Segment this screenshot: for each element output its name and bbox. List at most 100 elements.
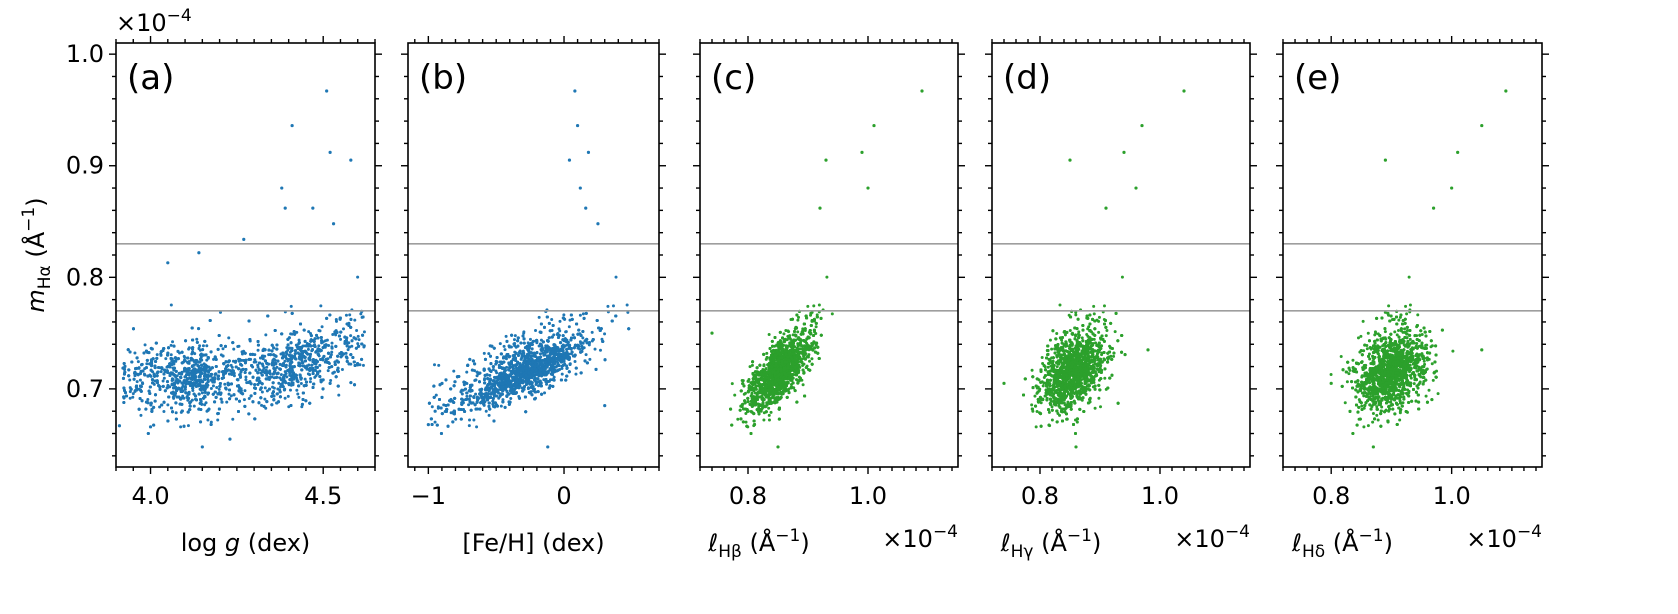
scatter-point [209, 373, 213, 377]
scatter-point [298, 373, 302, 377]
scatter-point [144, 407, 148, 411]
scatter-point [433, 420, 437, 424]
scatter-point [285, 346, 289, 350]
scatter-point [303, 359, 307, 363]
scatter-point [262, 366, 266, 370]
scatter-point [191, 358, 195, 362]
scatter-point [590, 330, 594, 334]
scatter-point [159, 350, 163, 354]
scatter-point [244, 368, 248, 372]
scatter-point [294, 373, 298, 377]
axes-frame [115, 42, 376, 468]
scatter-point [292, 330, 296, 333]
scatter-point [288, 388, 292, 392]
scatter-point [348, 313, 352, 317]
scatter-point [289, 366, 293, 370]
scatter-point [240, 352, 244, 356]
scatter-point [249, 394, 253, 398]
scatter-points [117, 89, 366, 449]
scatter-point [344, 338, 348, 342]
scatter-point [318, 363, 322, 367]
scatter-point [289, 404, 293, 408]
scatter-point [560, 366, 564, 370]
scatter-point [354, 346, 358, 350]
scatter-point [217, 407, 221, 411]
scatter-point [135, 356, 139, 360]
scatter-point [256, 343, 260, 347]
scatter-point [272, 357, 276, 361]
scatter-point [172, 393, 176, 397]
scatter-point [285, 375, 289, 379]
scatter-point [227, 336, 231, 340]
scatter-point [353, 318, 357, 322]
scatter-point [538, 352, 542, 356]
scatter-point [301, 350, 305, 354]
scatter-point [147, 351, 151, 355]
scatter-point [226, 360, 230, 364]
scatter-point [178, 402, 182, 406]
scatter-point [155, 381, 159, 385]
scatter-point [275, 343, 279, 347]
scatter-point [310, 348, 314, 352]
scatter-point [289, 332, 293, 336]
scatter-point [278, 390, 282, 394]
scatter-point [320, 395, 324, 399]
scatter-point [249, 382, 253, 386]
scatter-point [166, 353, 170, 357]
scatter-point [146, 374, 150, 378]
scatter-point [289, 370, 293, 374]
scatter-point [283, 396, 287, 400]
scatter-point [315, 349, 319, 353]
scatter-point [155, 356, 159, 360]
scatter-point [357, 344, 361, 348]
scatter-point [283, 359, 287, 363]
scatter-point [288, 346, 292, 350]
scatter-point [306, 372, 310, 376]
scatter-point [150, 409, 154, 413]
scatter-point [188, 408, 192, 412]
scatter-point [502, 344, 506, 348]
scatter-point [138, 372, 142, 376]
scatter-point [328, 355, 332, 359]
scatter-point [336, 354, 340, 358]
scatter-point [121, 376, 125, 380]
scatter-point [201, 348, 205, 352]
scatter-point [229, 394, 233, 398]
scatter-point [300, 368, 304, 372]
scatter-point [162, 376, 166, 380]
scatter-point [214, 395, 218, 399]
scatter-point [345, 356, 349, 360]
scatter-point [189, 400, 193, 404]
scatter-point [230, 382, 233, 386]
scatter-point [154, 359, 158, 363]
scatter-point [122, 401, 126, 405]
scatter-point [219, 397, 223, 401]
scatter-point [289, 383, 293, 387]
scatter-point [200, 363, 204, 367]
scatter-point [360, 342, 364, 346]
scatter-point [581, 312, 585, 316]
scatter-point [211, 380, 215, 384]
scatter-point [321, 378, 325, 382]
scatter-point [253, 391, 257, 395]
scatter-point [196, 384, 200, 388]
scatter-point [157, 366, 161, 370]
scatter-point [272, 386, 276, 390]
scatter-point [153, 374, 157, 378]
scatter-point [213, 376, 217, 380]
scatter-point [313, 344, 317, 348]
scatter-point [216, 374, 220, 378]
scatter-point [261, 354, 265, 358]
scatter-point [162, 372, 166, 376]
scatter-point [173, 356, 177, 360]
scatter-point [216, 392, 220, 396]
scatter-point [301, 397, 305, 401]
scatter-point [244, 358, 248, 362]
scatter-point [169, 353, 173, 357]
scatter-point [146, 432, 150, 436]
scatter-point [347, 362, 351, 366]
scatter-point [598, 348, 602, 352]
scatter-point [251, 400, 255, 404]
scatter-point [166, 403, 170, 407]
scatter-point [129, 387, 133, 391]
